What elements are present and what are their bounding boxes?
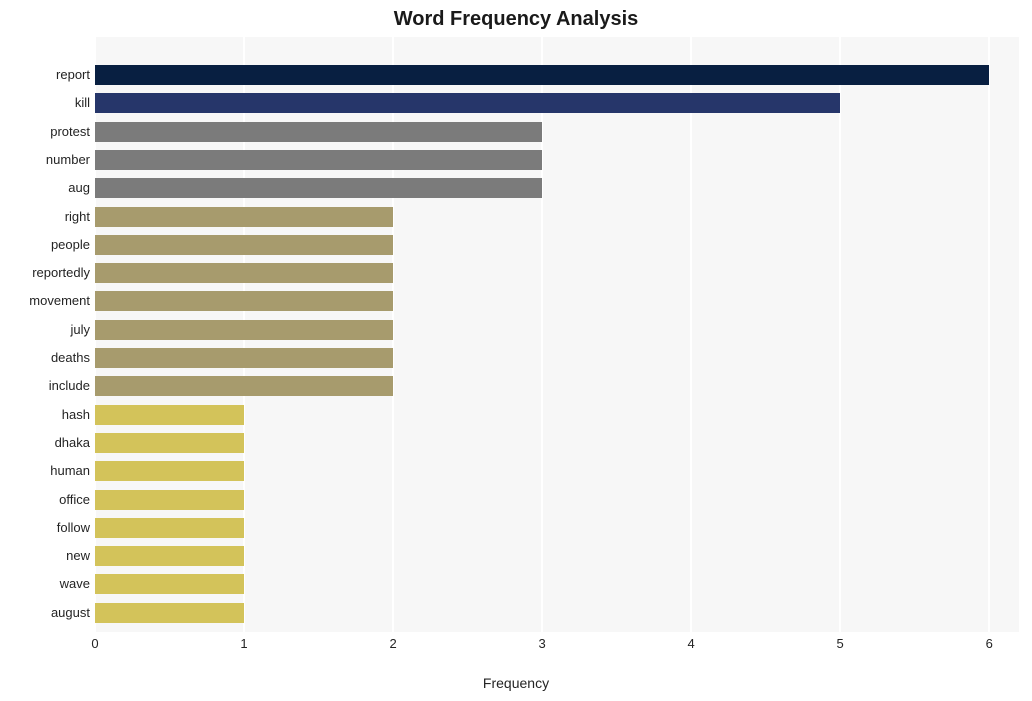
y-tick-label: kill bbox=[0, 93, 90, 113]
bar bbox=[95, 93, 840, 113]
y-tick-label: include bbox=[0, 376, 90, 396]
chart-title: Word Frequency Analysis bbox=[0, 8, 1032, 31]
bar-row bbox=[95, 320, 393, 340]
bar bbox=[95, 405, 244, 425]
bar bbox=[95, 603, 244, 623]
bar bbox=[95, 546, 244, 566]
bar-row bbox=[95, 603, 244, 623]
plot-area bbox=[95, 37, 1019, 632]
x-tick-label: 4 bbox=[688, 636, 695, 651]
y-tick-label: report bbox=[0, 65, 90, 85]
y-tick-label: reportedly bbox=[0, 263, 90, 283]
y-tick-label: deaths bbox=[0, 348, 90, 368]
y-tick-label: aug bbox=[0, 178, 90, 198]
x-tick-label: 3 bbox=[538, 636, 545, 651]
bar-row bbox=[95, 461, 244, 481]
y-tick-label: wave bbox=[0, 574, 90, 594]
y-tick-label: follow bbox=[0, 518, 90, 538]
bar bbox=[95, 518, 244, 538]
bar bbox=[95, 490, 244, 510]
x-tick-label: 5 bbox=[837, 636, 844, 651]
bar-row bbox=[95, 348, 393, 368]
bar-row bbox=[95, 122, 542, 142]
y-tick-label: number bbox=[0, 150, 90, 170]
y-tick-label: august bbox=[0, 603, 90, 623]
bar bbox=[95, 376, 393, 396]
bar bbox=[95, 122, 542, 142]
bar bbox=[95, 207, 393, 227]
bar-row bbox=[95, 93, 840, 113]
bar-row bbox=[95, 207, 393, 227]
bar bbox=[95, 150, 542, 170]
y-tick-label: human bbox=[0, 461, 90, 481]
bar-row bbox=[95, 546, 244, 566]
y-tick-label: movement bbox=[0, 291, 90, 311]
bar bbox=[95, 263, 393, 283]
bar bbox=[95, 178, 542, 198]
bar-row bbox=[95, 490, 244, 510]
bar-row bbox=[95, 433, 244, 453]
bar-row bbox=[95, 263, 393, 283]
word-frequency-chart: Word Frequency Analysis Frequency report… bbox=[0, 0, 1032, 701]
bar-row bbox=[95, 150, 542, 170]
bar-row bbox=[95, 376, 393, 396]
y-tick-label: july bbox=[0, 320, 90, 340]
bar bbox=[95, 291, 393, 311]
x-axis-label: Frequency bbox=[0, 675, 1032, 691]
x-tick-label: 2 bbox=[389, 636, 396, 651]
bar bbox=[95, 348, 393, 368]
x-tick-label: 0 bbox=[91, 636, 98, 651]
bar bbox=[95, 574, 244, 594]
grid-line bbox=[839, 37, 841, 632]
grid-line bbox=[988, 37, 990, 632]
y-tick-label: office bbox=[0, 490, 90, 510]
bar-row bbox=[95, 291, 393, 311]
bar bbox=[95, 433, 244, 453]
y-tick-label: hash bbox=[0, 405, 90, 425]
bar-row bbox=[95, 178, 542, 198]
y-tick-label: right bbox=[0, 207, 90, 227]
y-tick-label: dhaka bbox=[0, 433, 90, 453]
x-tick-label: 1 bbox=[240, 636, 247, 651]
bar-row bbox=[95, 65, 989, 85]
bar-row bbox=[95, 574, 244, 594]
bar bbox=[95, 320, 393, 340]
x-tick-label: 6 bbox=[986, 636, 993, 651]
bar bbox=[95, 461, 244, 481]
y-tick-label: people bbox=[0, 235, 90, 255]
bar-row bbox=[95, 518, 244, 538]
grid-line bbox=[690, 37, 692, 632]
bar-row bbox=[95, 405, 244, 425]
bar-row bbox=[95, 235, 393, 255]
bar bbox=[95, 65, 989, 85]
bar bbox=[95, 235, 393, 255]
y-tick-label: protest bbox=[0, 122, 90, 142]
y-tick-label: new bbox=[0, 546, 90, 566]
